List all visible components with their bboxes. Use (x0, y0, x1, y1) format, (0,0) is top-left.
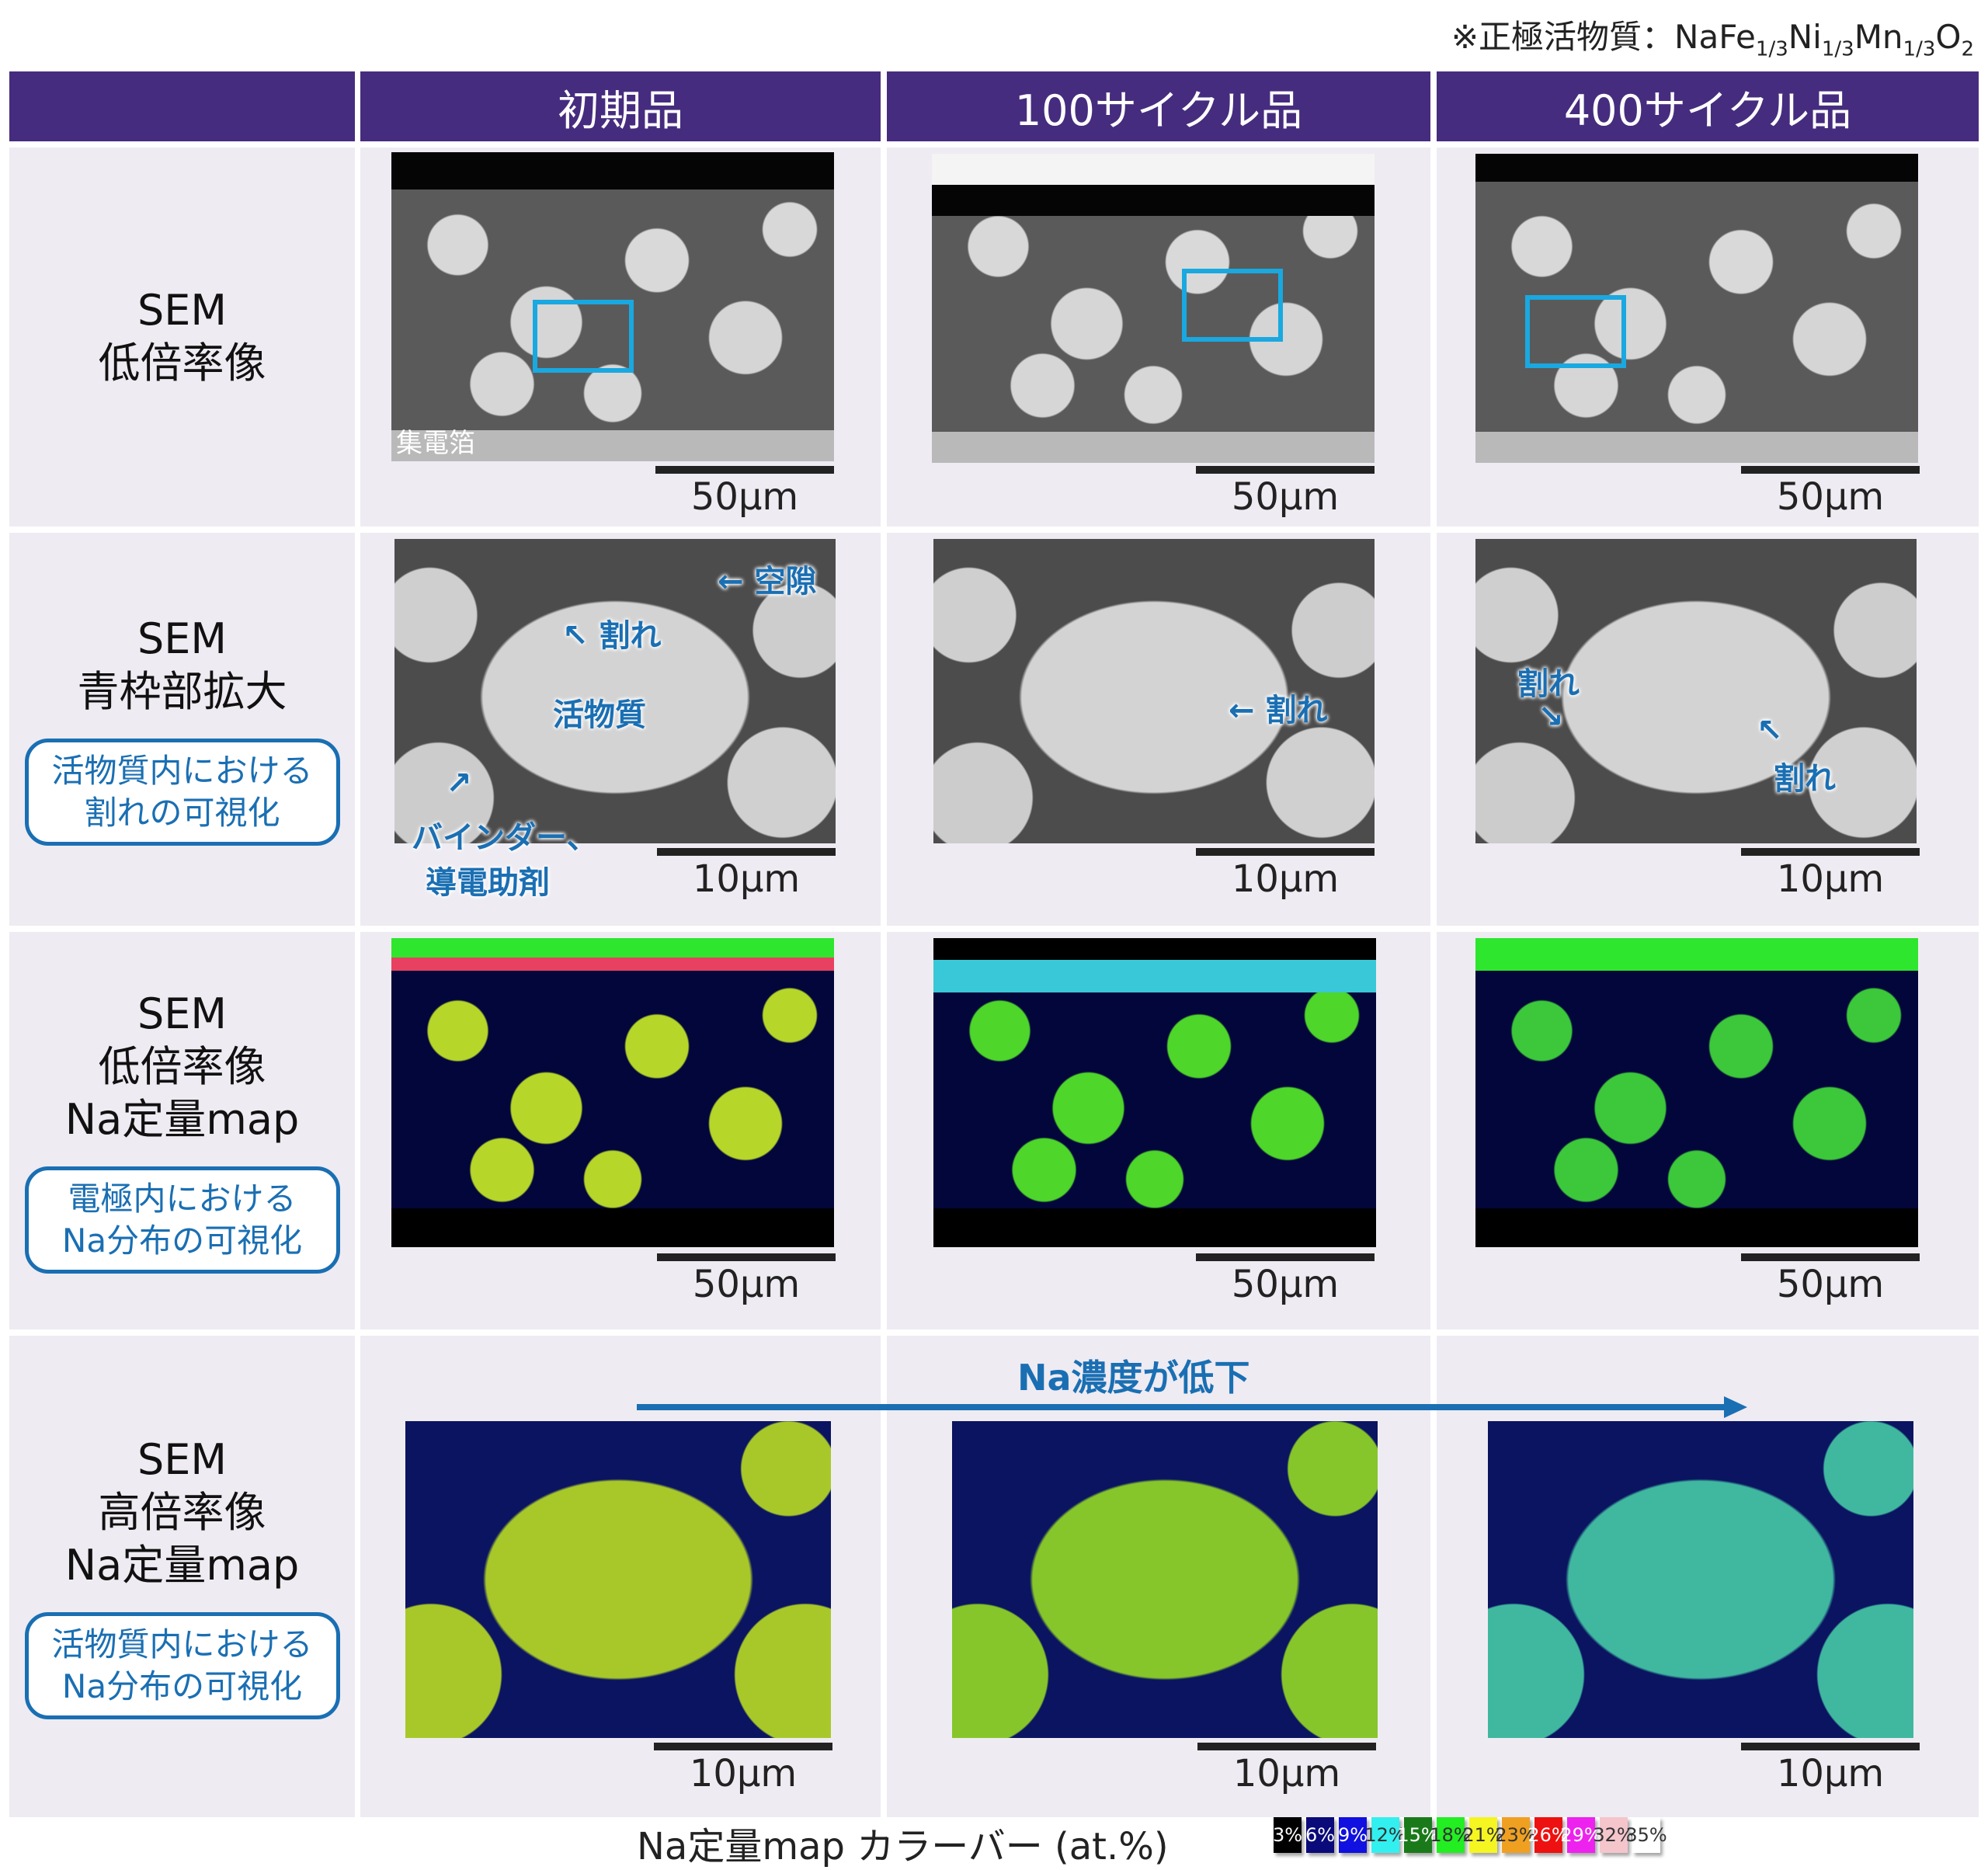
header-100-cycles: 100サイクル品 (887, 71, 1430, 141)
scale-bar: 50μm (655, 466, 834, 519)
row-label-sem-low: SEM 低倍率像 (9, 148, 355, 527)
cell-r2-100: ← 割れ 10μm (887, 533, 1430, 926)
colorbar-title: Na定量map カラーバー (at.%) (637, 1825, 1169, 1868)
sem-low-image: 集電箔 (391, 152, 834, 461)
scale-bar: 10μm (1741, 1743, 1920, 1795)
scale-bar: 50μm (1741, 466, 1920, 519)
scale-bar: 10μm (1741, 848, 1920, 901)
row-label-na-high: SEM 高倍率像 Na定量map 活物質内における Na分布の可視化 (9, 1336, 355, 1817)
scale-bar: 50μm (1196, 466, 1375, 519)
row-label-line: 高倍率像 (98, 1488, 266, 1537)
na-map-high-image (405, 1421, 831, 1738)
cell-r4-400: 10μm (1437, 1336, 1979, 1817)
colorbar-swatch: 9% (1338, 1817, 1368, 1853)
binder-label-1: バインダー、 (412, 820, 598, 856)
crack-visualization-badge: 活物質内における 割れの可視化 (24, 739, 340, 846)
binder-label-2: 導電助剤 (426, 865, 550, 901)
crack-annotation: ← 割れ (1229, 693, 1328, 728)
crack-arrow-left: ↘ (1538, 699, 1564, 735)
scale-bar: 10μm (657, 848, 836, 901)
trend-arrow-icon (637, 1392, 1747, 1423)
sem-low-image (932, 154, 1375, 463)
header-400-cycles: 400サイクル品 (1437, 71, 1979, 141)
na-map-low-image (1475, 938, 1918, 1247)
row-label-line: SEM (137, 989, 227, 1038)
colorbar-swatch: 35% (1625, 1817, 1667, 1853)
row-label-line: SEM (137, 1435, 227, 1484)
colorbar-swatch: 26% (1527, 1817, 1569, 1853)
colorbar-swatch: 23% (1495, 1817, 1537, 1853)
colorbar-swatch: 32% (1593, 1817, 1635, 1853)
colorbar: 3% 6% 9% 12% 15% 18% 21% 23% 26% 29% 32% 35% (1273, 1817, 1667, 1853)
blue-frame (1525, 295, 1626, 368)
scale-bar: 10μm (1197, 1743, 1376, 1795)
row-label-line: Na定量map (64, 1095, 300, 1144)
crack-annotation: ↖ 割れ (562, 618, 662, 654)
blue-frame (533, 300, 634, 373)
colorbar-swatch: 3% (1273, 1817, 1302, 1853)
row-label-line: Na定量map (64, 1541, 300, 1590)
cell-r3-initial: 50μm (360, 932, 881, 1330)
na-particle-visualization-badge: 活物質内における Na分布の可視化 (24, 1612, 340, 1719)
row-label-sem-zoom: SEM 青枠部拡大 活物質内における 割れの可視化 (9, 533, 355, 926)
crack-annotation-right: 割れ (1774, 761, 1836, 797)
active-material-note: ※正極活物質：NaFe1/3Ni1/3Mn1/3O2 (1451, 18, 1974, 61)
row-label-line: SEM (137, 614, 227, 663)
scale-bar: 50μm (1196, 1253, 1375, 1306)
active-material-label: 活物質 (553, 697, 646, 733)
cell-r2-initial: ← 空隙 ↖ 割れ 活物質 ↗ バインダー、 導電助剤 10μm (360, 533, 881, 926)
cell-r4-100: 10μm (887, 1336, 1430, 1817)
crack-arrow-right: ↖ (1757, 713, 1783, 749)
row-label-na-low: SEM 低倍率像 Na定量map 電極内における Na分布の可視化 (9, 932, 355, 1330)
sem-low-image (1475, 154, 1918, 463)
colorbar-swatch: 15% (1397, 1817, 1439, 1853)
na-electrode-visualization-badge: 電極内における Na分布の可視化 (24, 1166, 340, 1274)
na-map-low-image (391, 938, 834, 1247)
cell-r4-initial: 10μm (360, 1336, 881, 1817)
na-decrease-label: Na濃度が低下 (1017, 1357, 1250, 1399)
scale-bar: 50μm (657, 1253, 836, 1306)
row-label-line: 低倍率像 (98, 339, 266, 388)
sem-zoom-image (933, 539, 1375, 843)
colorbar-swatch: 12% (1364, 1817, 1406, 1853)
cell-r3-400: 50μm (1437, 932, 1979, 1330)
binder-arrow: ↗ (446, 766, 472, 801)
na-map-high-image (1488, 1421, 1913, 1738)
row-label-line: 青枠部拡大 (77, 667, 287, 716)
scale-bar: 10μm (654, 1743, 832, 1795)
cell-r1-100: 50μm (887, 148, 1430, 527)
cell-r1-400: 50μm (1437, 148, 1979, 527)
cell-r2-400: 割れ ↘ ↖ 割れ 10μm (1437, 533, 1979, 926)
crack-annotation-left: 割れ (1517, 666, 1580, 702)
sem-zoom-image (394, 539, 836, 843)
scale-bar: 50μm (1741, 1253, 1920, 1306)
cell-r3-100: 50μm (887, 932, 1430, 1330)
blue-frame (1182, 269, 1283, 342)
header-initial: 初期品 (360, 71, 881, 141)
cell-r1-initial: 集電箔 50μm (360, 148, 881, 527)
void-annotation: ← 空隙 (718, 564, 817, 600)
foil-label: 集電箔 (396, 428, 475, 459)
colorbar-swatch: 21% (1462, 1817, 1504, 1853)
colorbar-swatch: 29% (1560, 1817, 1602, 1853)
colorbar-swatch: 6% (1305, 1817, 1335, 1853)
na-map-low-image (933, 938, 1376, 1247)
na-map-high-image (952, 1421, 1378, 1738)
row-label-line: SEM (137, 286, 227, 335)
colorbar-swatch: 18% (1430, 1817, 1472, 1853)
sem-zoom-image (1475, 539, 1917, 843)
row-label-line: 低倍率像 (98, 1042, 266, 1091)
scale-bar: 10μm (1196, 848, 1375, 901)
header-blank (9, 71, 355, 141)
